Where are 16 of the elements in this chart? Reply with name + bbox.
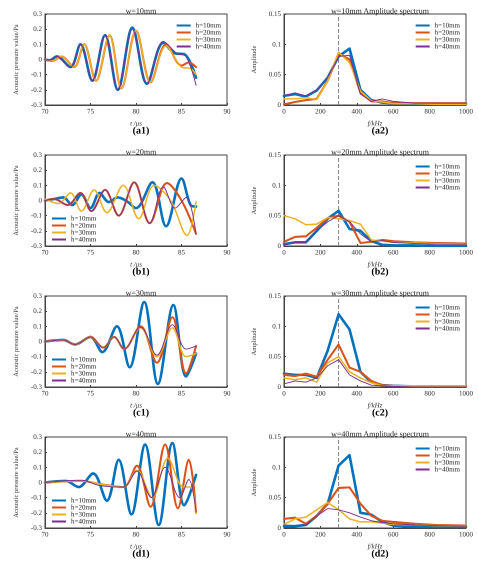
text: (b1) <box>132 266 150 278</box>
chart-title: w=30mm Amplitude spectrum <box>331 288 430 298</box>
text: (b2) <box>371 266 389 278</box>
text: (d1) <box>132 548 150 560</box>
chart-title: w=20mm <box>126 148 158 156</box>
chart-title: w=10mm Amplitude spectrum <box>331 6 430 16</box>
chart-title: w=20mm Amplitude spectrum <box>331 148 430 156</box>
chart-title: w=40mm Amplitude spectrum <box>331 430 430 438</box>
chart-title: w=30mm <box>126 288 158 298</box>
text: (a1) <box>132 126 150 136</box>
text: (c2) <box>372 408 388 418</box>
text: (c1) <box>132 408 150 418</box>
chart-title: w=40mm <box>126 430 158 438</box>
chart-title: w=10mm <box>126 6 158 16</box>
text: (d2) <box>371 548 389 560</box>
text: (a2) <box>372 126 388 136</box>
